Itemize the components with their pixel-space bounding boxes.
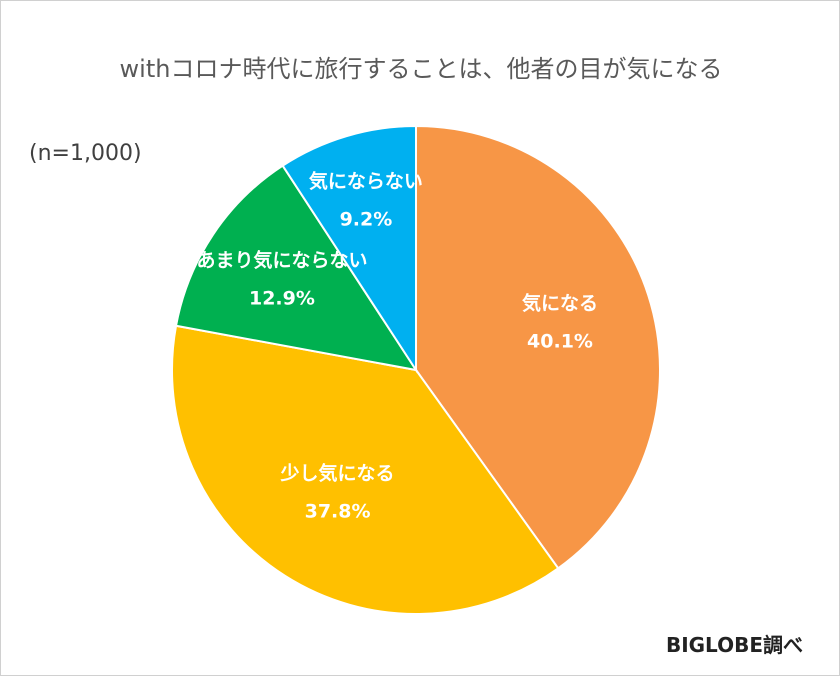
slice-name-label: あまり気にならない	[196, 249, 367, 272]
slice-name-label: 気になる	[522, 292, 598, 315]
slice-value-label: 37.8%	[305, 501, 371, 523]
slice-value-label: 9.2%	[340, 209, 393, 231]
pie-labels: 気になる 40.1% 少し気になる 37.8% あまり気にならない 12.9% 気にならない…	[196, 170, 598, 523]
slice-value-label: 40.1%	[527, 331, 593, 353]
chart-title: withコロナ時代に旅行することは、他者の目が気になる	[119, 55, 723, 83]
pie-slice-2	[171, 324, 560, 615]
slice-name-label: 気にならない	[309, 170, 423, 193]
slice-name-label: 少し気になる	[280, 462, 395, 485]
pie-slice-3	[174, 164, 419, 372]
pie-slice-1	[415, 124, 661, 570]
sample-size-note: (n=1,000)	[29, 141, 142, 166]
source-credit: BIGLOBE調べ	[665, 633, 803, 657]
slice-value-label: 12.9%	[249, 288, 315, 310]
pie-slice-4	[281, 124, 417, 374]
pie-slices	[171, 124, 661, 615]
